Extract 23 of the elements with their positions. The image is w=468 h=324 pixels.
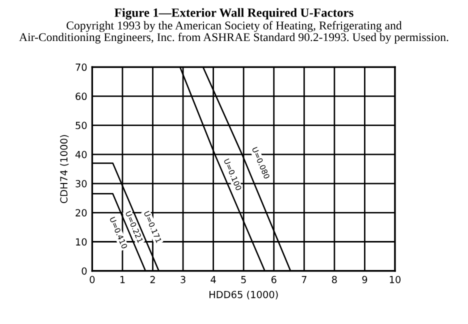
x-tick-label: 10 <box>390 276 401 284</box>
y-tick-label: 50 <box>76 122 87 130</box>
x-tick-label: 0 <box>90 276 95 284</box>
x-tick-label: 7 <box>302 276 306 284</box>
y-tick-label: 40 <box>75 150 87 158</box>
x-tick-label: 8 <box>332 276 337 284</box>
x-tick-label: 2 <box>150 276 155 284</box>
y-tick-label: 30 <box>76 180 87 188</box>
x-tick-label: 6 <box>271 276 276 284</box>
x-tick-label: 5 <box>241 276 246 284</box>
y-tick-label: 10 <box>76 238 87 246</box>
y-axis-title: CDH74 (1000) <box>60 135 69 204</box>
chart-title: Figure 1—Exterior Wall Required U-Factors <box>114 8 354 20</box>
chart-subtitle: Copyright 1993 by the American Society of Heating, Refrigerating and Air-Conditioning Engineers, Inc. from ASHRAE Standard 90.2-1993. Used by permission. <box>19 21 448 44</box>
x-tick-label: 3 <box>180 276 186 284</box>
y-tick-label: 0 <box>82 267 87 275</box>
y-tick-label: 60 <box>76 92 87 100</box>
x-tick-label: 1 <box>120 276 125 284</box>
x-axis-title: HDD65 (1000) <box>210 290 278 300</box>
x-tick-label: 4 <box>210 276 216 284</box>
y-tick-label: 20 <box>76 209 87 216</box>
x-tick-label: 9 <box>362 276 368 284</box>
y-tick-label: 70 <box>76 64 87 71</box>
